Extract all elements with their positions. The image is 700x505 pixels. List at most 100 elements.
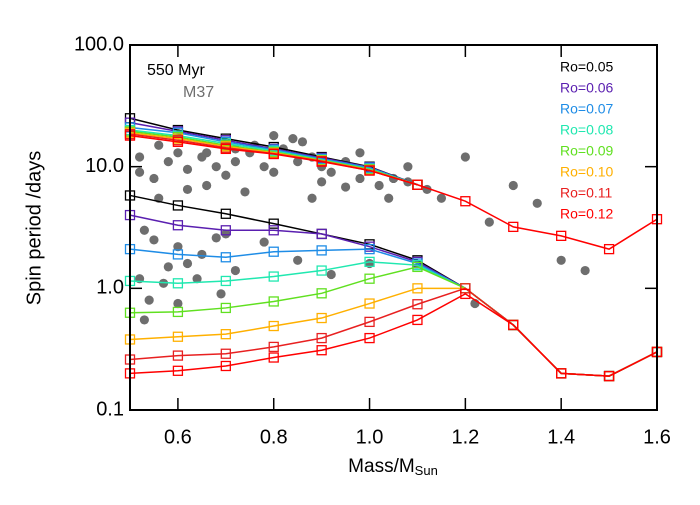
model-line: [129, 194, 658, 377]
model-marker: [172, 306, 184, 318]
observed-point: [532, 198, 542, 208]
model-marker: [172, 249, 184, 260]
model-marker: [220, 143, 231, 155]
model-marker: [460, 196, 471, 207]
observed-point: [436, 193, 447, 203]
observed-point: [139, 225, 149, 235]
observed-point: [317, 177, 327, 187]
model-line: [129, 134, 658, 250]
model-marker: [220, 348, 231, 359]
observed-point: [134, 167, 145, 177]
observed-point: [240, 187, 250, 197]
model-marker: [268, 352, 279, 363]
model-marker: [508, 221, 519, 233]
model-marker: [412, 299, 423, 310]
observed-point: [230, 157, 240, 167]
observed-point: [326, 167, 336, 177]
model-marker: [364, 298, 375, 309]
y-tick-label: 0.1: [96, 398, 124, 420]
model-marker: [268, 148, 279, 160]
model-marker: [364, 273, 375, 284]
model-line: [129, 293, 658, 377]
observed-point: [288, 134, 298, 144]
model-marker: [316, 228, 327, 240]
legend-entry: Ro=0.09: [560, 143, 614, 159]
model-marker: [172, 200, 184, 211]
model-line: [129, 261, 658, 377]
model-line: [129, 287, 658, 377]
model-marker: [172, 220, 184, 231]
observed-point: [144, 295, 154, 305]
model-marker: [412, 179, 423, 190]
observed-point: [149, 235, 159, 245]
observed-point: [173, 298, 183, 309]
observed-point: [259, 162, 269, 172]
observed-point: [163, 157, 173, 167]
x-axis-label: Mass/MSun: [348, 456, 438, 478]
observed-point: [230, 265, 240, 276]
model-marker: [268, 341, 279, 353]
observed-point: [173, 242, 183, 252]
y-tick-label: 1.0: [96, 277, 124, 299]
annotation: 550 Myr: [147, 62, 205, 79]
observed-point: [221, 229, 231, 239]
legend-entry: Ro=0.11: [560, 185, 612, 201]
observed-label: M37: [183, 84, 214, 101]
x-tick-label: 1.4: [547, 426, 575, 448]
observed-point: [340, 182, 351, 192]
model-line: [129, 266, 658, 377]
observed-point: [293, 255, 303, 265]
legend-entry: Ro=0.07: [560, 101, 614, 117]
observed-point: [197, 249, 207, 260]
y-axis-label: Spin period /days: [23, 151, 45, 306]
model-marker: [316, 312, 327, 324]
model-marker: [220, 275, 231, 287]
model-marker: [364, 165, 375, 176]
observed-point: [216, 289, 226, 299]
observed-point: [182, 184, 193, 195]
model-marker: [556, 368, 567, 379]
observed-point: [307, 193, 317, 203]
x-label-main: Mass/M: [348, 456, 415, 477]
observed-point: [149, 173, 159, 184]
model-marker: [316, 288, 327, 299]
model-marker: [220, 252, 231, 263]
model-marker: [172, 331, 184, 342]
observed-point: [580, 265, 590, 276]
observed-point: [211, 162, 221, 172]
legend-entry: Ro=0.05: [560, 59, 614, 75]
model-marker: [316, 345, 327, 356]
model-marker: [268, 320, 279, 332]
model-marker: [316, 156, 327, 167]
observed-point: [326, 269, 336, 280]
model-marker: [172, 365, 184, 376]
model-marker: [460, 288, 471, 300]
observed-point: [556, 255, 566, 265]
observed-point: [355, 173, 365, 184]
plot-frame: [129, 44, 658, 411]
model-marker: [603, 370, 615, 382]
observed-point: [484, 217, 494, 227]
observed-point: [355, 148, 365, 158]
observed-point: [269, 131, 279, 141]
model-marker: [172, 350, 184, 361]
model-marker: [364, 256, 375, 268]
observed-point: [384, 193, 394, 203]
x-label-sub: Sun: [415, 463, 438, 478]
observed-point: [202, 148, 212, 158]
y-tick-label: 10.0: [85, 155, 124, 177]
x-tick-label: 0.6: [164, 426, 192, 448]
x-tick-label: 1.0: [356, 426, 384, 448]
observed-point: [297, 137, 308, 147]
model-line: [129, 287, 658, 377]
observed-point: [293, 157, 303, 167]
observed-point: [173, 148, 183, 158]
model-marker: [364, 316, 375, 328]
model-marker: [508, 319, 519, 331]
observed-point: [182, 164, 193, 174]
y-tick-label: 100.0: [74, 33, 124, 55]
legend-entry: Ro=0.10: [560, 164, 614, 180]
model-marker: [412, 314, 423, 326]
model-marker: [364, 243, 375, 255]
